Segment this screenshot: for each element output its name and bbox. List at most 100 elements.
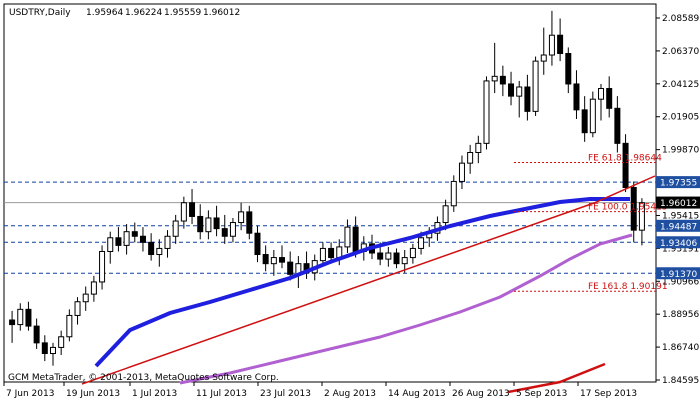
candle-body [352, 226, 359, 252]
y-tick-label: 1.95415 [662, 211, 699, 221]
trend-line [81, 175, 656, 385]
candle-body [99, 250, 106, 283]
candle-body [41, 342, 48, 355]
candle-body [164, 235, 171, 249]
candle-body [148, 241, 155, 256]
candle-body [467, 151, 474, 164]
candle-body [336, 246, 343, 259]
candle-body [49, 346, 56, 355]
candle-body [139, 235, 146, 243]
fib-level-label: FE 161.8 1.90191 [588, 282, 668, 292]
candle-body [614, 107, 621, 144]
moving-averages [81, 175, 656, 394]
candle-body [319, 247, 326, 262]
candle-body [66, 314, 73, 338]
current-price-label: 1.96012 [660, 199, 697, 209]
candle-body [90, 281, 97, 295]
candle-body [213, 217, 220, 230]
candle-body [442, 205, 449, 224]
symbol-label: USDTRY,Daily [9, 8, 71, 18]
candle-body [524, 86, 531, 112]
x-tick-label: 1 Jul 2013 [132, 389, 177, 399]
candle-body [270, 257, 277, 265]
price-level-label: 1.91370 [660, 270, 697, 280]
candle-body [131, 231, 138, 237]
y-tick-label: 1.93191 [662, 244, 699, 254]
ohlc-low: 1.95559 [164, 8, 201, 18]
candle-body [156, 247, 163, 256]
watermark: GCM MetaTrader, © 2001-2013, MetaQuotes … [8, 373, 279, 383]
y-tick-label: 1.90966 [662, 277, 699, 287]
candles [9, 10, 645, 366]
y-tick-label: 1.99870 [662, 146, 699, 156]
candle-body [205, 217, 212, 233]
x-tick-label: 2 Aug 2013 [324, 389, 376, 399]
candle-body [262, 254, 269, 265]
candle-body [82, 293, 89, 303]
x-tick-label: 23 Jul 2013 [260, 389, 311, 399]
candle-body [606, 88, 613, 109]
candle-body [254, 232, 261, 256]
price-level-label: 1.93406 [660, 239, 697, 249]
candle-body [229, 222, 236, 237]
candle-body [385, 252, 392, 260]
candle-body [25, 308, 32, 327]
x-tick-label: 7 Jun 2013 [6, 389, 54, 399]
candle-body [557, 34, 564, 54]
candle-body [328, 247, 335, 259]
candle-body [483, 80, 490, 144]
y-tick-label: 2.06370 [662, 47, 699, 57]
x-tick-label: 17 Sep 2013 [580, 389, 637, 399]
slow-moving-average [179, 233, 633, 385]
fibonacci-levels: FE 61.8 1.98644 FE 100.0 1.95415 FE 161.8 … [514, 153, 668, 292]
candle-body [393, 252, 400, 265]
candle-body [638, 202, 645, 231]
candle-body [532, 60, 539, 112]
candle-body [499, 75, 506, 85]
candle-body [548, 34, 555, 56]
ohlc-high: 1.96224 [125, 8, 162, 18]
candle-body [377, 252, 384, 260]
fib-level-label: FE 100.0 1.95415 [588, 203, 668, 213]
y-tick-label: 1.84595 [662, 376, 699, 386]
price-axis: 2.085892.063702.041252.019051.998701.976… [656, 14, 700, 386]
candle-body [573, 83, 580, 111]
candle-body [401, 257, 408, 265]
y-tick-label: 1.88956 [662, 310, 699, 320]
candle-body [279, 257, 286, 263]
candle-body [287, 261, 294, 275]
candle-body [33, 325, 40, 344]
candle-body [475, 142, 482, 153]
x-tick-label: 11 Jul 2013 [196, 389, 247, 399]
y-tick-label: 2.08589 [662, 14, 699, 24]
x-tick-label: 26 Aug 2013 [452, 389, 510, 399]
fast-moving-average [94, 197, 630, 368]
price-level-label: 1.94487 [660, 222, 697, 232]
plot-frame [3, 3, 657, 383]
current-price-badge [656, 196, 700, 209]
candle-body [450, 180, 457, 207]
candle-body [516, 86, 523, 97]
candle-body [189, 202, 196, 217]
x-tick-label: 19 Jun 2013 [66, 389, 120, 399]
candle-body [622, 142, 629, 189]
candle-body [458, 162, 465, 182]
candle-body [598, 88, 605, 100]
candle-body [409, 247, 416, 259]
candle-body [589, 98, 596, 134]
price-level-label: 1.97355 [660, 179, 697, 189]
candle-body [74, 301, 81, 316]
x-tick-label: 5 Sep 2013 [516, 389, 567, 399]
candle-body [491, 75, 498, 82]
candle-body [58, 336, 65, 348]
candle-body [115, 237, 122, 246]
candle-body [17, 308, 24, 326]
candle-body [508, 83, 515, 97]
candle-body [630, 187, 637, 231]
candle-body [246, 211, 253, 234]
y-tick-label: 2.04125 [662, 80, 699, 90]
candle-body [238, 211, 245, 224]
price-level-badge [656, 176, 700, 189]
